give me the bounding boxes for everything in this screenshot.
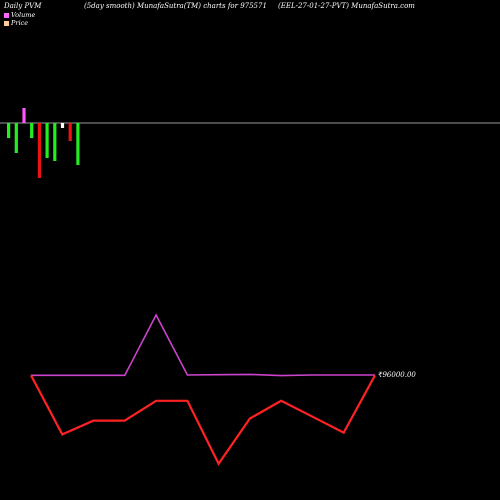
price-label: ₹96000.00 (378, 371, 416, 379)
legend-volume-swatch (4, 12, 9, 18)
volume-bar (45, 123, 49, 158)
series-line (30, 374, 376, 466)
chart-title: (5day smooth) MunafaSutra(TM) charts for… (84, 2, 267, 10)
volume-bar (68, 123, 72, 141)
legend-price-swatch (4, 20, 9, 26)
volume-bar (53, 123, 57, 161)
series-line (31, 313, 375, 377)
legend-price: Price (4, 19, 28, 27)
volume-bar (60, 123, 65, 128)
volume-bar (30, 123, 34, 138)
volume-bar (37, 123, 41, 178)
volume-bar (14, 123, 18, 153)
chart-source: (EEL-27-01-27-PVT) MunafaSutra.com (278, 2, 415, 10)
volume-bar (76, 123, 80, 165)
legend-volume: Volume (4, 11, 35, 19)
volume-bar (7, 123, 11, 138)
legend-volume-label: Volume (11, 11, 36, 19)
volume-bar (22, 108, 26, 123)
legend-price-label: Price (11, 19, 29, 27)
chart-type-label: Daily PVM (4, 2, 42, 10)
